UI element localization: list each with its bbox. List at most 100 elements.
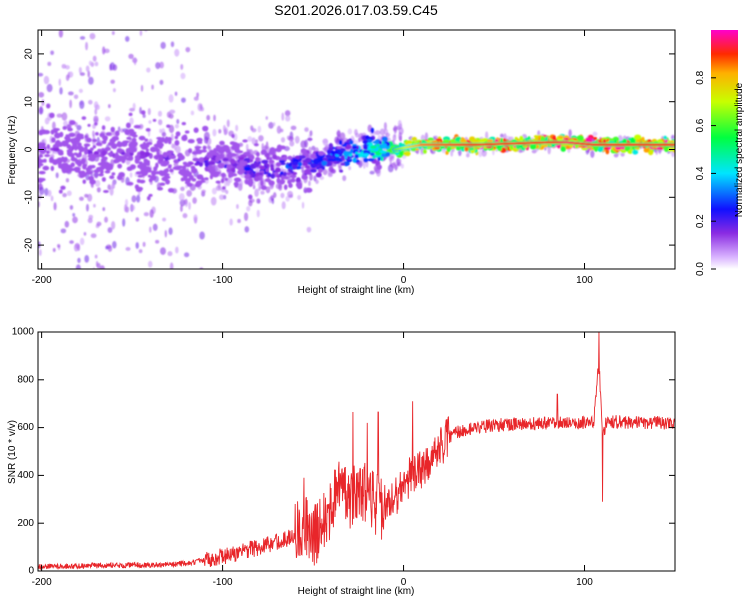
spectrogram-cell (403, 150, 411, 157)
spectrogram-speckle (354, 129, 358, 136)
spectrogram-cell (206, 154, 213, 159)
spectrogram-speckle (54, 278, 59, 287)
spectrogram-cell (259, 165, 266, 170)
spectrogram-speckle (246, 206, 251, 212)
spectrogram-cell (620, 149, 627, 154)
snr-frame (37, 331, 676, 572)
spectrogram-cell (310, 153, 318, 159)
spectrogram-cell (260, 180, 264, 187)
spectrogram-speckle (309, 130, 313, 137)
spectrogram-cell (272, 154, 278, 160)
spectrogram-cell (38, 162, 44, 167)
spectrogram-speckle (117, 126, 121, 132)
spectrogram-cell (317, 168, 323, 173)
spectrogram-cell (56, 159, 63, 165)
spectrogram-cell (267, 172, 272, 178)
spectrogram-speckle (374, 130, 381, 136)
spectrogram-cell (83, 143, 91, 147)
spectrogram-speckle (92, 266, 95, 269)
spectrogram-speckle (84, 193, 89, 198)
spectrogram-cell (144, 159, 150, 163)
spectrogram-speckle (166, 111, 171, 118)
spectrogram-speckle (247, 136, 253, 142)
spectrogram-cell (261, 159, 269, 164)
spectrogram-cell (152, 118, 157, 122)
spectrogram-speckle (102, 24, 107, 28)
colorbar-tick-label: 0.6 (695, 118, 706, 132)
spectrogram-speckle (125, 247, 131, 251)
spectrogram-speckle (40, 309, 42, 316)
spectrogram-cell (290, 178, 296, 183)
spectrogram-cell (111, 143, 118, 150)
spectrogram-cell (333, 150, 339, 155)
spectrogram-cell (128, 145, 136, 152)
spectrogram-cell (109, 175, 115, 180)
spectrogram-speckle (592, 131, 598, 137)
spectrogram-cell (624, 145, 630, 152)
spectrogram-cell (354, 154, 359, 159)
spectrogram-cell (427, 137, 434, 141)
spectrogram-cell (270, 163, 274, 170)
spectrogram-cell (632, 149, 639, 155)
spectrogram-cell (282, 176, 289, 180)
spectrogram-cell (228, 172, 233, 178)
spectrogram-cell (87, 123, 91, 127)
spectrogram-speckle (133, 57, 137, 66)
spectrogram-speckle (75, 242, 80, 249)
spectrogram-speckle (164, 230, 168, 238)
spectrogram-speckle (62, 192, 67, 198)
spectrogram-speckle (229, 218, 233, 226)
spectrogram-cell (181, 121, 186, 126)
spectrogram-cell (38, 129, 44, 136)
spectrogram-cell (189, 161, 194, 165)
spectrogram-cell (117, 163, 123, 169)
spectrogram-speckle (322, 168, 328, 176)
spectrogram-speckle (38, 201, 41, 208)
spectrogram-cell (126, 182, 134, 186)
spectrogram-cell (346, 155, 351, 161)
spectrogram-speckle (252, 184, 256, 190)
spectrogram-speckle (251, 137, 256, 145)
spectrogram-cell (145, 148, 150, 152)
spectrogram-cell (663, 146, 669, 153)
spectrogram-speckle (109, 187, 114, 196)
spectrogram-speckle (223, 127, 229, 135)
spectrogram-cell (218, 154, 225, 160)
spectrogram-cell (217, 162, 225, 169)
spectrogram-speckle (110, 13, 115, 18)
spectrogram-speckle (180, 271, 185, 278)
spectrogram-cell (67, 152, 73, 157)
spectrogram-speckle (138, 249, 143, 254)
spectrogram-speckle (306, 226, 312, 233)
spectrogram-speckle (69, 205, 74, 210)
spectrogram-speckle (126, 30, 127, 31)
spectrogram-speckle (85, 41, 89, 51)
spectrogram-cell (564, 137, 569, 141)
spectrogram-speckle (104, 216, 108, 223)
spectrogram-speckle (188, 201, 191, 210)
spectrogram-cell (78, 136, 85, 140)
spectrogram-speckle (244, 226, 250, 233)
spectrogram-speckle (369, 170, 375, 175)
spectrogram-speckle (289, 140, 295, 147)
spectrogram-cell (352, 157, 357, 163)
spectrogram-cell (215, 180, 221, 184)
spectrogram-speckle (383, 122, 387, 131)
spectrogram-speckle (297, 195, 302, 201)
spectrogram-cell (51, 137, 56, 143)
spectrogram-cell (160, 172, 165, 177)
spectrogram-cell (128, 112, 133, 117)
spectrogram-cell (202, 145, 207, 150)
spectrogram-cell (236, 164, 244, 170)
spectrogram-cell (157, 154, 164, 158)
spectrogram-cell (338, 140, 343, 146)
spectrogram-speckle (155, 239, 160, 244)
spectrogram-cell (92, 144, 97, 149)
spectrogram-cell (268, 156, 273, 161)
spectrogram-speckle (112, 64, 118, 71)
spectrogram-cell (215, 156, 219, 163)
spectrogram-speckle (281, 112, 285, 121)
spectrogram-cell (100, 161, 104, 167)
spectrogram-cell (197, 140, 203, 144)
